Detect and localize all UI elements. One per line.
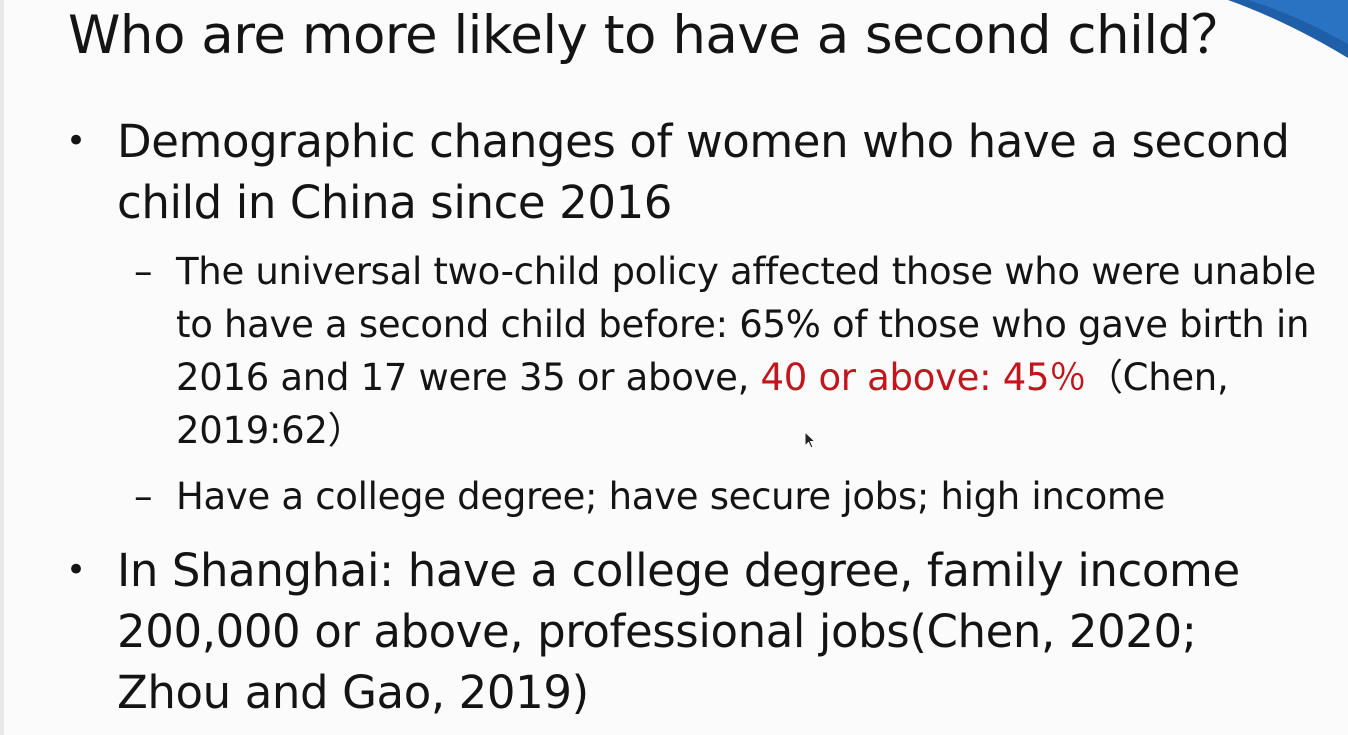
bullet-2-text: In Shanghai: have a college degree, fami… [117,544,1240,719]
bullet-2-marker: • [66,550,87,590]
bullet-1-marker: • [66,121,87,161]
corner-accent-shape [1228,0,1348,58]
sub-bullet-1-text: The universal two-child policy affected … [176,250,1316,399]
sub-bullet-1: The universal two-child policy affected … [176,245,1336,457]
sub-bullet-1-citation: （Chen, 2019:62） [176,356,1229,452]
slide-title: Who are more likely to have a second chi… [68,5,1244,66]
bullet-1-text: Demographic changes of women who have a … [117,115,1290,229]
slide-left-edge [0,0,4,735]
sub-bullet-1-highlight: 40 or above: 45％ [760,356,1087,399]
sub-bullet-1-marker: – [134,250,153,293]
sub-bullet-2: Have a college degree; have secure jobs;… [176,475,1166,518]
mouse-pointer-icon [804,431,816,449]
sub-bullet-2-marker: – [134,475,153,518]
